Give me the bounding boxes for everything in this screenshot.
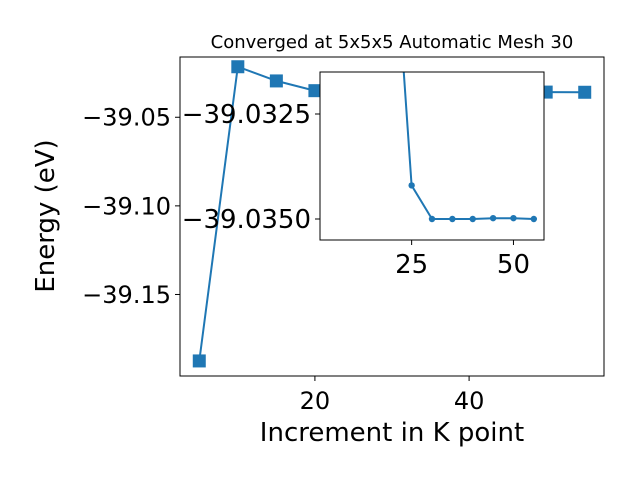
inset-data-point	[469, 215, 476, 223]
main-data-point	[231, 60, 245, 74]
main-y-ticks: −39.05 −39.10 −39.15	[82, 104, 180, 309]
main-y-tick-label: −39.05	[82, 104, 171, 132]
inset-y-tick-label: −39.0350	[182, 205, 311, 235]
inset-data-point	[449, 215, 456, 223]
inset-axes: 25 50 −39.0350 −39.0325	[182, 71, 545, 280]
x-axis-label: Increment in K point	[260, 418, 524, 448]
inset-data-point	[489, 214, 497, 222]
main-data-point	[269, 74, 283, 88]
chart-title: Converged at 5x5x5 Automatic Mesh 30	[211, 32, 574, 53]
inset-x-ticks: 25 50	[395, 240, 530, 280]
main-x-tick-label: 20	[300, 387, 331, 415]
main-data-point	[578, 85, 592, 99]
inset-background	[320, 72, 544, 240]
main-y-tick-label: −39.15	[82, 281, 171, 309]
inset-data-point	[428, 215, 436, 223]
main-data-point	[308, 84, 322, 98]
inset-x-tick-label: 25	[395, 250, 428, 280]
main-x-tick-label: 40	[454, 387, 485, 415]
main-plot-frame	[179, 56, 605, 377]
inset-y-tick-label: −39.0325	[182, 100, 311, 130]
inset-data-point	[408, 182, 415, 189]
main-x-ticks: 20 40	[300, 376, 485, 415]
inset-series	[402, 72, 538, 223]
main-y-tick-label: −39.10	[82, 192, 171, 220]
main-data-point	[192, 354, 206, 368]
inset-y-ticks: −39.0350 −39.0325	[182, 100, 320, 235]
inset-plot-frame	[319, 71, 545, 241]
y-axis-label: Energy (eV)	[31, 139, 61, 292]
inset-data-point	[530, 215, 538, 223]
inset-x-tick-label: 50	[497, 250, 530, 280]
inset-data-point	[510, 214, 517, 222]
inset-series-line	[402, 72, 534, 220]
